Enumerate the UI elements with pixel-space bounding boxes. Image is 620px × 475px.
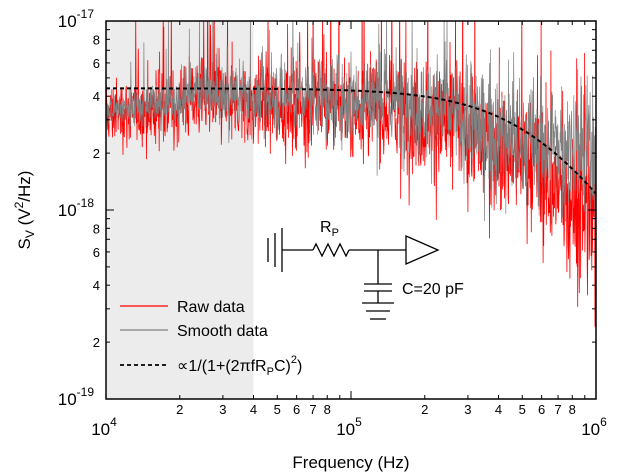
y-minor-tick-label: 2: [93, 146, 100, 161]
x-minor-tick-label: 2: [421, 402, 428, 417]
y-minor-tick-label: 8: [93, 32, 100, 47]
x-major-tick-label: 106: [581, 415, 607, 439]
y-minor-tick-label: 6: [93, 245, 100, 260]
circuit-diagram: [267, 228, 440, 320]
x-minor-tick-label: 8: [569, 402, 576, 417]
x-minor-tick-label: 7: [554, 402, 561, 417]
y-minor-tick-label: 2: [93, 335, 100, 350]
y-minor-tick-label: 4: [93, 89, 100, 104]
x-minor-tick-label: 4: [495, 402, 502, 417]
series-line-smooth: [106, 21, 596, 228]
y-axis-label: SV (V2/Hz): [12, 171, 37, 250]
x-minor-tick-label: 6: [293, 402, 300, 417]
y-major-tick-label: 10-19: [58, 385, 95, 409]
series-fit-line: [106, 87, 596, 195]
amplifier-symbol: [405, 235, 440, 265]
y-major-tick-label: 10-17: [58, 7, 95, 31]
series-group: [106, 21, 596, 327]
x-major-tick-label: 104: [91, 415, 117, 439]
legend-label-smooth: Smooth data: [177, 323, 268, 340]
legend: Raw data Smooth data ∝1/(1+(2πfRPC)2): [120, 299, 302, 378]
y-major-tick-label: 10-18: [58, 196, 95, 220]
resistor-symbol: [312, 242, 350, 258]
x-minor-tick-label: 8: [324, 402, 331, 417]
y-minor-tick-label: 8: [93, 221, 100, 236]
x-minor-tick-label: 7: [309, 402, 316, 417]
x-minor-tick-label: 3: [219, 402, 226, 417]
y-minor-tick-label: 6: [93, 56, 100, 71]
x-minor-tick-label: 3: [464, 402, 471, 417]
x-minor-tick-label: 5: [519, 402, 526, 417]
x-minor-tick-label: 4: [250, 402, 257, 417]
x-minor-tick-label: 6: [538, 402, 545, 417]
x-minor-tick-label: 5: [274, 402, 281, 417]
capacitor-label: C=20 pF: [402, 281, 464, 298]
x-minor-tick-label: 2: [176, 402, 183, 417]
legend-label-raw: Raw data: [177, 299, 245, 316]
x-major-tick-label: 105: [336, 415, 362, 439]
x-axis-label: Frequency (Hz): [292, 453, 409, 472]
y-minor-tick-label: 4: [93, 278, 100, 293]
legend-label-fit: ∝1/(1+(2πfRPC)2): [177, 354, 302, 378]
resistor-label: RP: [320, 219, 339, 239]
